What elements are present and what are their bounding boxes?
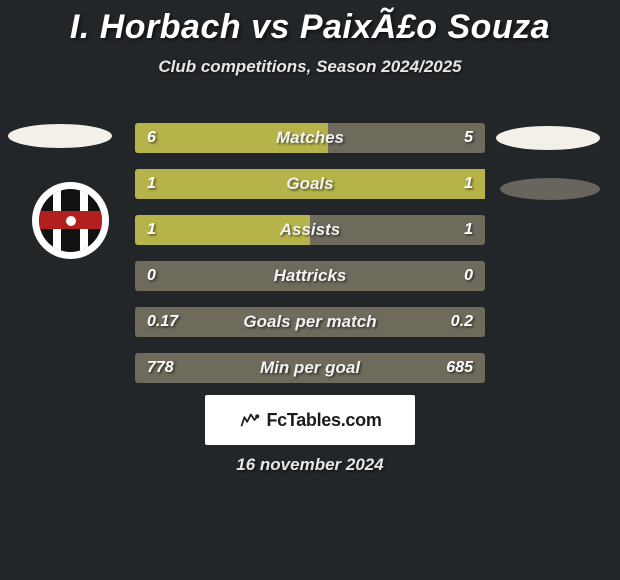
stat-row-min-per-goal: 778 Min per goal 685	[135, 353, 485, 383]
stat-row-assists: 1 Assists 1	[135, 215, 485, 245]
left-club-badge	[32, 182, 109, 259]
stat-label: Hattricks	[135, 261, 485, 291]
right-player-ellipse	[496, 126, 600, 150]
stat-right-value: 0.2	[451, 307, 473, 337]
stat-label: Goals	[135, 169, 485, 199]
stat-right-value: 685	[446, 353, 473, 383]
right-club-ellipse	[500, 178, 600, 200]
fctables-logo-icon	[238, 409, 260, 431]
footer-brand-text: FcTables.com	[266, 410, 381, 431]
left-player-ellipse	[8, 124, 112, 148]
stat-label: Assists	[135, 215, 485, 245]
stat-row-hattricks: 0 Hattricks 0	[135, 261, 485, 291]
stat-row-matches: 6 Matches 5	[135, 123, 485, 153]
stat-label: Min per goal	[135, 353, 485, 383]
footer-date: 16 november 2024	[0, 455, 620, 475]
page-subtitle: Club competitions, Season 2024/2025	[0, 57, 620, 77]
stat-right-value: 0	[464, 261, 473, 291]
stat-right-value: 1	[464, 215, 473, 245]
stat-right-value: 5	[464, 123, 473, 153]
stat-label: Goals per match	[135, 307, 485, 337]
stat-right-value: 1	[464, 169, 473, 199]
left-club-badge-inner	[39, 189, 102, 252]
stat-row-goals-per-match: 0.17 Goals per match 0.2	[135, 307, 485, 337]
page-title: I. Horbach vs PaixÃ£o Souza	[0, 0, 620, 47]
stats-container: 6 Matches 5 1 Goals 1 1 Assists 1 0 Hatt…	[135, 123, 485, 399]
footer-brand-badge: FcTables.com	[205, 395, 415, 445]
stat-row-goals: 1 Goals 1	[135, 169, 485, 199]
stat-label: Matches	[135, 123, 485, 153]
